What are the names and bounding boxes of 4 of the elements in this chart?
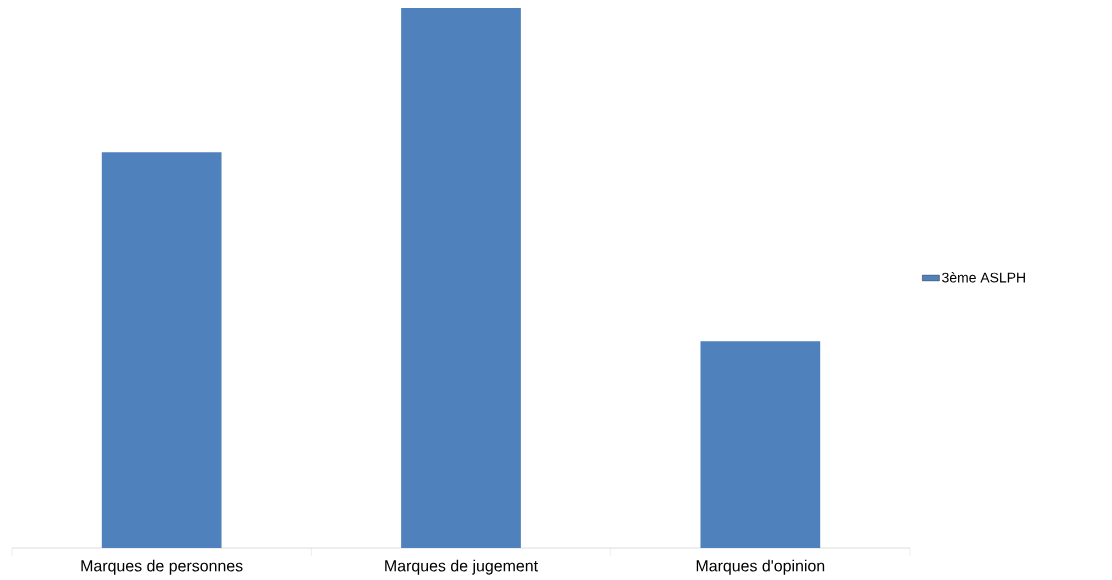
legend-label: 3ème ASLPH: [942, 272, 1025, 283]
x-tick-label: Marques de jugement: [385, 559, 538, 575]
x-tick-label: Marques d'opinion: [696, 559, 825, 575]
x-tick-label: Marques de personnes: [81, 559, 243, 575]
